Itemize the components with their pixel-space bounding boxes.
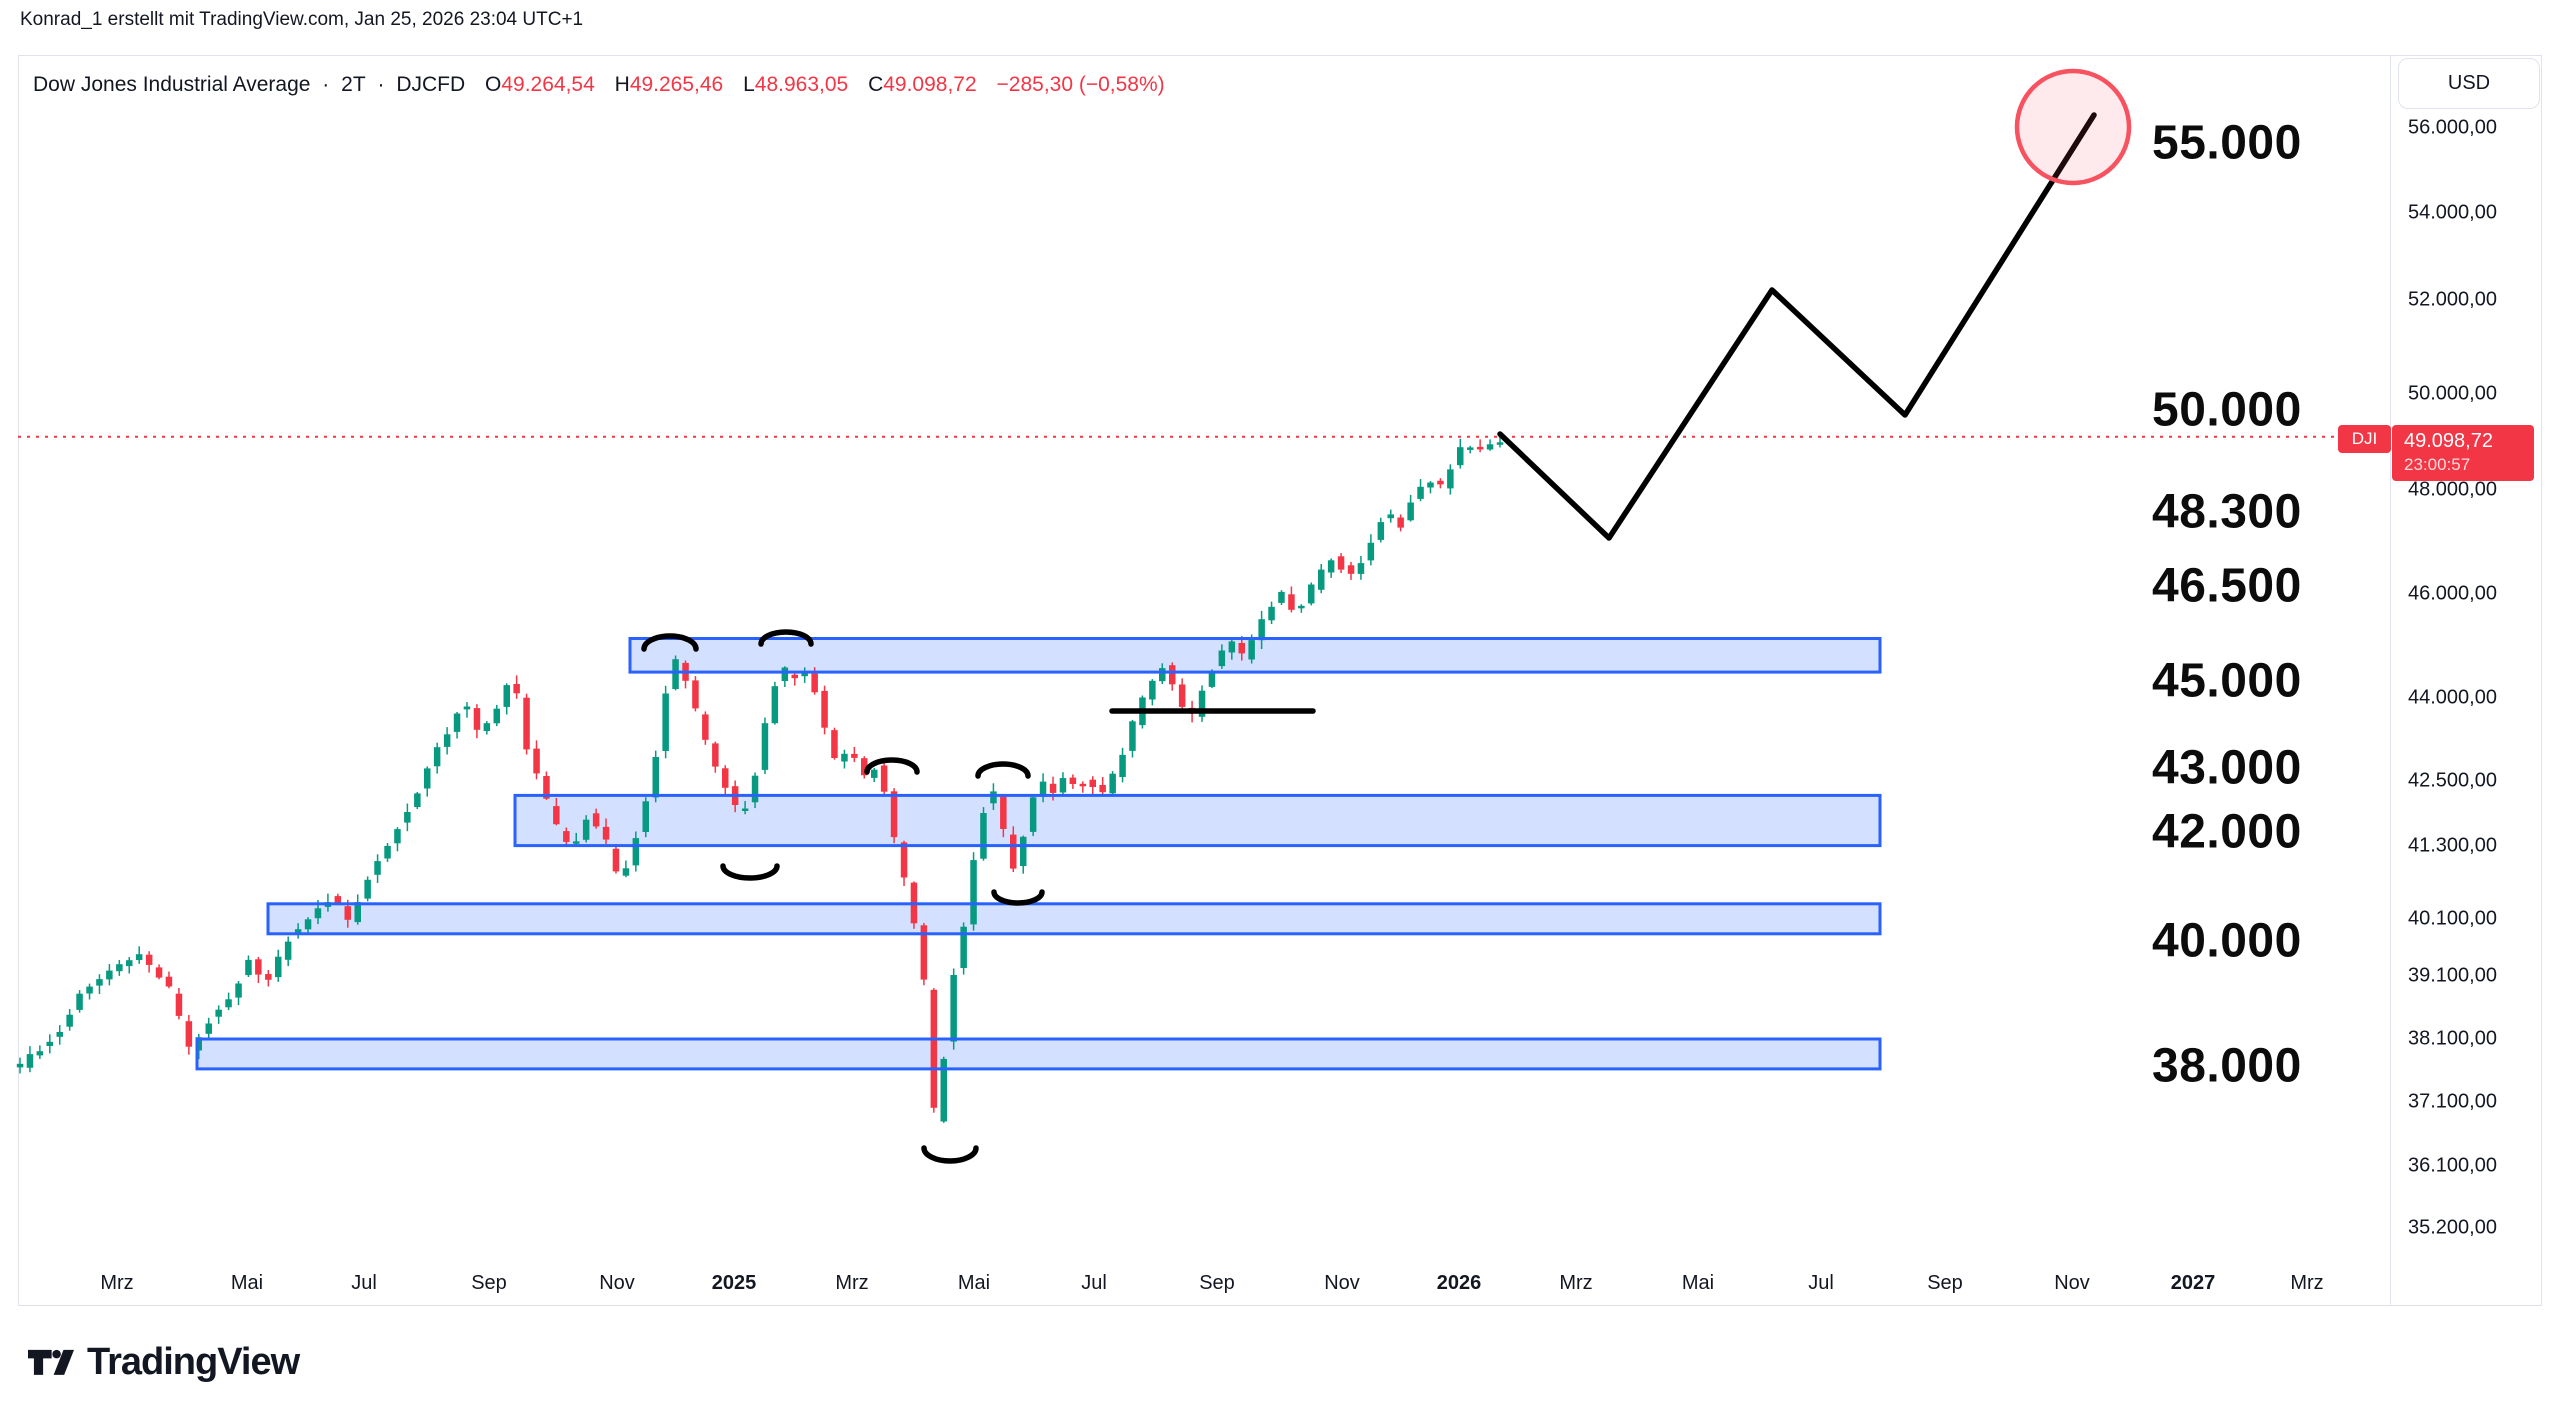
time-axis-label: Mai <box>957 1272 991 1294</box>
separator-dot: · <box>377 73 385 96</box>
symbol-flag-text: DJI <box>2351 429 2378 448</box>
price-axis-label: 38.100,00 <box>2408 1027 2497 1050</box>
currency-button[interactable]: USD <box>2398 58 2540 109</box>
time-axis-label: Mrz <box>1559 1272 1593 1294</box>
price-axis-label: 39.100,00 <box>2408 964 2497 987</box>
close-label: C <box>868 73 884 96</box>
last-price-value: 49.098,72 <box>2404 430 2493 452</box>
high-label: H <box>614 73 630 96</box>
interval-label[interactable]: 2T <box>341 73 366 96</box>
cap-arc-annotation <box>864 757 920 775</box>
attribution-text: Konrad_1 erstellt mit TradingView.com, J… <box>20 9 584 30</box>
change-value: −285,30 (−0,58%) <box>996 73 1165 96</box>
price-annotation-label: 43.000 <box>2152 741 2302 795</box>
last-price-badge: 49.098,72 23:00:57 <box>2392 425 2534 481</box>
card-border-bottom <box>18 1305 2542 1306</box>
price-axis-separator <box>2390 55 2391 1305</box>
time-axis-label: Sep <box>471 1272 507 1294</box>
tradingview-wordmark: TradingView <box>87 1341 300 1383</box>
cup-arc-annotation <box>921 1145 979 1164</box>
candlestick-series <box>16 435 1504 1123</box>
price-axis-label: 48.000,00 <box>2408 478 2497 501</box>
card-border-top <box>18 55 2542 56</box>
time-axis-label: Mrz <box>835 1272 869 1294</box>
price-axis-label: 52.000,00 <box>2408 288 2497 311</box>
chart-plot-area[interactable] <box>18 55 2390 1305</box>
tradingview-logo[interactable]: TradingView <box>28 1341 300 1384</box>
price-axis-label: 40.100,00 <box>2408 907 2497 930</box>
price-annotation-label: 45.000 <box>2152 654 2302 708</box>
time-axis-label: Mrz <box>2290 1272 2324 1294</box>
low-value: 48.963,05 <box>754 73 849 96</box>
price-axis-label: 56.000,00 <box>2408 116 2497 139</box>
symbol-title[interactable]: Dow Jones Industrial Average <box>33 73 311 96</box>
low-label: L <box>743 73 755 96</box>
price-annotation-label: 55.000 <box>2152 116 2302 170</box>
target-circle-annotation[interactable] <box>2014 68 2132 186</box>
time-axis-label: 2026 <box>1436 1272 1482 1294</box>
separator-dot: · <box>322 73 330 96</box>
price-annotation-label: 46.500 <box>2152 559 2302 613</box>
price-projection-line[interactable] <box>1497 112 2097 541</box>
price-annotation-label: 48.300 <box>2152 485 2302 539</box>
cap-arc-annotation <box>758 629 814 647</box>
time-axis-label: Nov <box>599 1272 635 1294</box>
price-annotation-label: 40.000 <box>2152 914 2302 968</box>
currency-label: USD <box>2447 72 2491 94</box>
close-value: 49.098,72 <box>883 73 977 96</box>
card-border-left <box>18 55 19 1305</box>
last-price-time: 23:00:57 <box>2404 455 2471 474</box>
curve-annotations[interactable] <box>641 629 1045 1164</box>
price-axis-label: 44.000,00 <box>2408 686 2497 709</box>
price-axis-label: 42.500,00 <box>2408 769 2497 792</box>
time-axis-label: 2025 <box>711 1272 757 1294</box>
time-axis-label: Jul <box>1081 1272 1107 1294</box>
open-label: O <box>485 73 502 96</box>
time-axis-label: Mai <box>230 1272 264 1294</box>
price-annotation-label: 38.000 <box>2152 1039 2302 1093</box>
symbol-header: Dow Jones Industrial Average · 2T · DJCF… <box>33 73 1165 97</box>
tradingview-logo-icon <box>28 1349 74 1375</box>
price-axis-label: 41.300,00 <box>2408 834 2497 857</box>
time-axis-label: Nov <box>2054 1272 2090 1294</box>
price-axis-label: 46.000,00 <box>2408 582 2497 605</box>
cap-arc-annotation <box>641 633 699 652</box>
price-annotation-label: 50.000 <box>2152 383 2302 437</box>
time-axis-label: 2027 <box>2170 1272 2216 1294</box>
high-value: 49.265,46 <box>629 73 724 96</box>
time-axis-label: Jul <box>1808 1272 1834 1294</box>
open-value: 49.264,54 <box>501 73 595 96</box>
price-axis-label: 36.100,00 <box>2408 1154 2497 1177</box>
time-axis-label: Jul <box>351 1272 377 1294</box>
price-axis-label: 50.000,00 <box>2408 382 2497 405</box>
time-axis-label: Mai <box>1681 1272 1715 1294</box>
symbol-price-flag: DJI <box>2338 425 2391 453</box>
time-axis-label: Nov <box>1324 1272 1360 1294</box>
exchange-symbol[interactable]: DJCFD <box>396 73 466 96</box>
supply-demand-zone-fills <box>197 638 1880 1069</box>
card-border-right <box>2541 55 2542 1305</box>
price-axis-label: 54.000,00 <box>2408 201 2497 224</box>
cup-arc-annotation <box>991 889 1045 906</box>
time-axis-label: Sep <box>1927 1272 1963 1294</box>
cap-arc-annotation <box>975 761 1031 779</box>
time-axis-label: Sep <box>1199 1272 1235 1294</box>
cup-arc-annotation <box>720 863 780 881</box>
price-axis-label: 37.100,00 <box>2408 1090 2497 1113</box>
time-axis-label: Mrz <box>100 1272 134 1294</box>
price-annotation-label: 42.000 <box>2152 805 2302 859</box>
price-axis-label: 35.200,00 <box>2408 1216 2497 1239</box>
supply-demand-zone-borders[interactable] <box>195 637 1882 1071</box>
